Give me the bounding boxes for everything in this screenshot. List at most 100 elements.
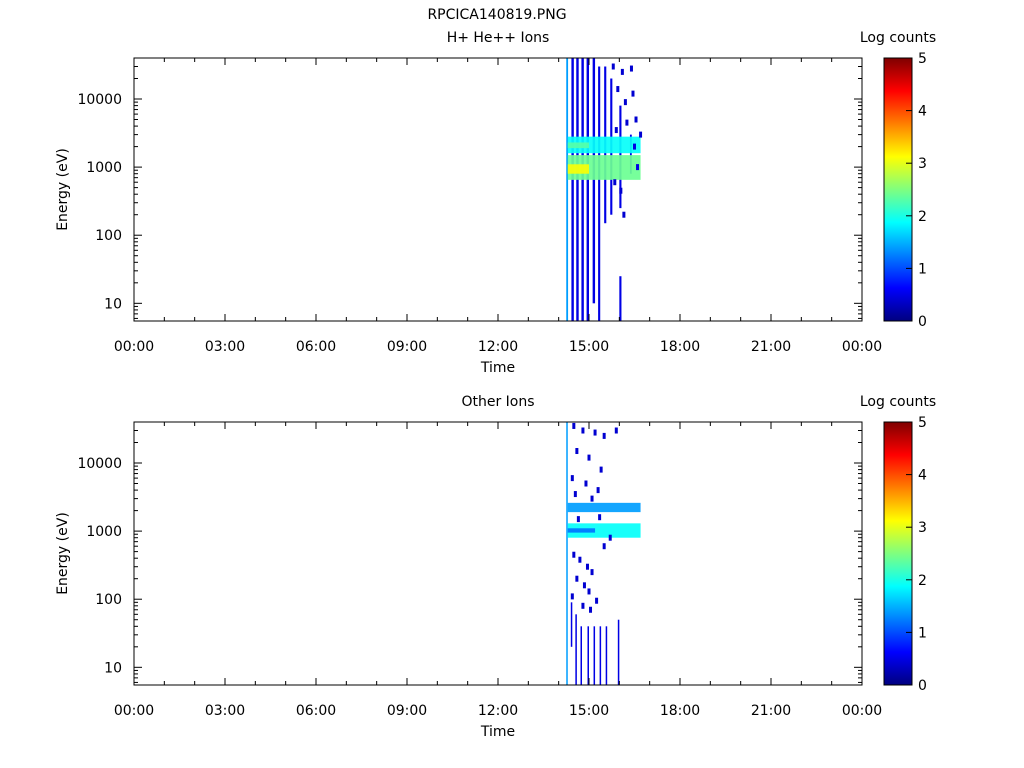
heatmap-cells: [566, 58, 643, 321]
panel-other-ions: 00:00 03:00 06:00 09:00 12:00 15:00 18:00 21:00…: [55, 394, 936, 740]
heatmap-column: [575, 614, 577, 685]
heatmap-speckle: [613, 179, 617, 186]
y-tick-label: 10: [104, 296, 122, 312]
x-tick-label: 09:00: [387, 703, 427, 719]
colorbar-tick-label: 4: [918, 104, 927, 120]
heatmap-speckle: [576, 516, 580, 523]
heatmap-speckle: [625, 119, 629, 126]
heatmap-speckle: [633, 143, 636, 150]
heatmap-column: [605, 626, 608, 685]
x-tick-label: 15:00: [569, 339, 609, 355]
heatmap-speckle: [639, 131, 643, 138]
x-tick-label: 21:00: [751, 703, 791, 719]
heatmap-column: [581, 58, 584, 321]
y-axis-label: Energy (eV): [55, 148, 71, 231]
x-tick-label: 12:00: [478, 703, 518, 719]
heatmap-speckle: [634, 116, 638, 123]
heatmap-energy-band: [567, 502, 641, 513]
colorbar-tick-label: 3: [918, 156, 927, 172]
heatmap-column: [593, 626, 596, 685]
x-axis-label: Time: [480, 360, 515, 376]
heatmap-speckle: [581, 602, 585, 609]
heatmap-speckle: [614, 427, 618, 434]
colorbar-tick-label: 5: [918, 51, 927, 67]
colorbar-label: Log counts: [860, 30, 936, 46]
heatmap-speckle: [623, 99, 627, 106]
heatmap-energy-band: [567, 136, 641, 154]
heatmap-speckle: [614, 127, 618, 134]
heatmap-speckle: [598, 514, 602, 521]
heatmap-energy-band: [567, 528, 596, 533]
y-tick-label: 1000: [86, 524, 122, 540]
heatmap-column: [570, 602, 573, 647]
panel-title: Other Ions: [461, 394, 534, 410]
heatmap-column: [571, 58, 574, 321]
heatmap-speckle: [595, 597, 599, 604]
heatmap-speckle: [578, 556, 582, 563]
y-tick-label: 100: [95, 592, 122, 608]
x-tick-label: 15:00: [569, 703, 609, 719]
heatmap-energy-band: [567, 142, 589, 149]
x-tick-label: 18:00: [660, 703, 700, 719]
x-tick-label: 03:00: [205, 339, 245, 355]
heatmap-column: [617, 619, 620, 685]
colorbar: [883, 57, 913, 322]
colorbar-tick-label: 2: [918, 573, 927, 589]
heatmap-speckle: [575, 575, 579, 582]
colorbar-tick-label: 3: [918, 520, 927, 536]
heatmap-speckle: [581, 427, 585, 434]
colorbar: [883, 421, 913, 686]
colorbar-tick-label: 1: [918, 261, 927, 277]
x-tick-label: 18:00: [660, 339, 700, 355]
heatmap-speckle: [589, 606, 593, 613]
heatmap-speckle: [602, 543, 606, 550]
x-tick-label: 06:00: [296, 339, 336, 355]
heatmap-speckle: [587, 454, 591, 461]
x-tick-label: 00:00: [114, 339, 154, 355]
heatmap-column: [587, 626, 589, 685]
heatmap-speckle: [587, 588, 591, 595]
y-axis-label: Energy (eV): [55, 512, 71, 595]
heatmap-column: [599, 626, 602, 685]
heatmap-column: [580, 626, 583, 685]
heatmap-speckle: [570, 593, 574, 600]
colorbar-tick-label: 1: [918, 625, 927, 641]
colorbar-tick-label: 0: [918, 314, 927, 330]
heatmap-speckle: [636, 164, 640, 171]
heatmap-speckle: [631, 90, 635, 97]
heatmap-speckle: [616, 86, 620, 93]
heatmap-speckle: [599, 466, 603, 473]
panel-h-he-ions: 00:00 03:00 06:00 09:00 12:00 15:00 18:00 21:00…: [55, 30, 936, 376]
heatmap-speckle: [593, 429, 597, 436]
heatmap-speckle: [608, 534, 612, 541]
heatmap-column: [566, 58, 569, 321]
heatmap-column: [566, 422, 568, 685]
heatmap-speckle: [590, 569, 594, 576]
heatmap-speckle: [575, 448, 579, 455]
heatmap-column: [629, 134, 632, 174]
heatmap-speckle: [585, 563, 589, 570]
x-tick-label: 06:00: [296, 703, 336, 719]
heatmap-speckle: [602, 432, 606, 439]
colorbar-tick-label: 2: [918, 209, 927, 225]
plot-frame: [133, 57, 863, 322]
plot-frame: [133, 421, 863, 686]
heatmap-energy-band: [567, 164, 589, 174]
x-tick-label: 03:00: [205, 703, 245, 719]
x-tick-label: 00:00: [114, 703, 154, 719]
x-tick-label: 12:00: [478, 339, 518, 355]
heatmap-speckle: [572, 551, 576, 558]
heatmap-speckle: [619, 187, 623, 194]
x-axis-label: Time: [480, 724, 515, 740]
heatmap-speckle: [590, 495, 594, 502]
colorbar-tick-label: 5: [918, 415, 927, 431]
heatmap-speckle: [570, 475, 574, 482]
x-tick-label: 09:00: [387, 339, 427, 355]
heatmap-speckle: [629, 65, 633, 72]
heatmap-column: [619, 276, 622, 321]
heatmap-column: [576, 58, 579, 321]
heatmap-speckle: [572, 422, 576, 429]
heatmap-speckle: [584, 480, 588, 487]
y-tick-label: 10000: [77, 92, 122, 108]
